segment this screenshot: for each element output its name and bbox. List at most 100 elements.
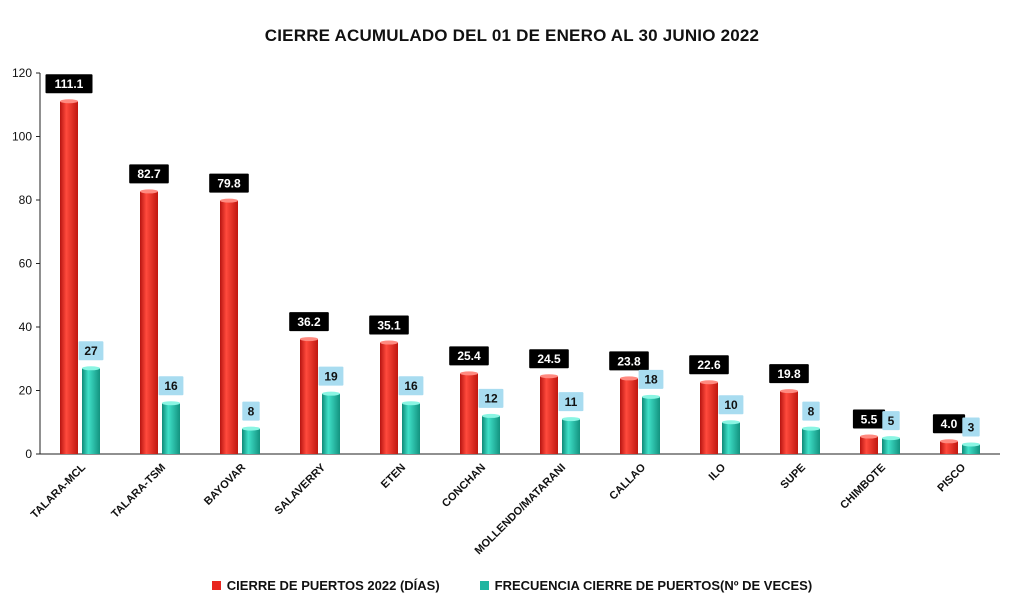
data-label-frecuencia: 19: [324, 369, 338, 383]
data-label-box-frecuencia: [882, 411, 900, 431]
data-label-box-frecuencia: [638, 369, 664, 389]
data-labels: 111.1 27 82.7 16 79.8 8 36.2 19 35.1 16 25.4 12 24.5…: [45, 74, 980, 437]
chart-title: CIERRE ACUMULADO DEL 01 DE ENERO AL 30 J…: [264, 26, 760, 45]
bar-cierre: [620, 378, 638, 454]
x-tick-label: CONCHAN: [440, 462, 488, 510]
bar-cierre: [380, 342, 398, 454]
bar-top-cap: [300, 337, 318, 342]
bar-top-cap: [700, 380, 718, 385]
data-label-box-cierre: [689, 355, 729, 375]
bar-frecuencia: [962, 444, 980, 454]
bar-cierre: [140, 191, 158, 455]
data-label-cierre: 5.5: [861, 412, 878, 426]
data-label-frecuencia: 11: [565, 395, 578, 409]
data-label-cierre: 79.8: [217, 176, 241, 190]
bar-frecuencia: [722, 422, 740, 454]
bar-frecuencia: [402, 403, 420, 454]
bar-top-cap: [162, 401, 180, 406]
bar-top-cap: [540, 374, 558, 379]
bar-top-cap: [140, 189, 158, 194]
data-label-cierre: 35.1: [377, 318, 401, 332]
bar-cierre: [540, 376, 558, 454]
data-label-box-cierre: [609, 351, 649, 371]
data-label-box-frecuencia: [802, 401, 820, 421]
data-label-box-cierre: [45, 74, 93, 94]
bar-top-cap: [562, 417, 580, 422]
data-label-box-frecuencia: [558, 392, 584, 412]
data-label-box-frecuencia: [158, 376, 184, 396]
data-label-box-frecuencia: [242, 401, 260, 421]
y-tick-label: 100: [12, 130, 32, 144]
data-label-box-cierre: [449, 346, 489, 366]
data-label-cierre: 23.8: [617, 354, 641, 368]
bar-frecuencia: [82, 368, 100, 454]
bar-cierre: [220, 200, 238, 454]
data-label-box-cierre: [209, 173, 249, 193]
bar-cierre: [300, 339, 318, 454]
bar-frecuencia: [322, 393, 340, 454]
data-label-cierre: 19.8: [777, 367, 801, 381]
bar-frecuencia: [882, 438, 900, 454]
data-label-frecuencia: 3: [968, 420, 975, 434]
bar-top-cap: [242, 426, 260, 431]
data-label-cierre: 111.1: [55, 77, 84, 91]
bar-frecuencia: [162, 403, 180, 454]
bar-top-cap: [780, 389, 798, 394]
data-label-box-frecuencia: [318, 366, 344, 386]
data-label-box-frecuencia: [78, 341, 104, 361]
legend-label-frecuencia: FRECUENCIA CIERRE DE PUERTOS(Nº DE VECES…: [494, 578, 813, 593]
bar-cierre: [460, 373, 478, 454]
data-label-frecuencia: 18: [644, 373, 658, 387]
y-tick-label: 0: [25, 447, 32, 461]
data-label-frecuencia: 10: [724, 398, 738, 412]
data-label-frecuencia: 27: [84, 344, 98, 358]
bar-cierre: [780, 391, 798, 454]
data-label-frecuencia: 8: [248, 404, 255, 418]
data-label-frecuencia: 5: [888, 414, 895, 428]
y-tick-label: 60: [19, 257, 33, 271]
data-label-cierre: 4.0: [941, 417, 958, 431]
data-label-box-frecuencia: [398, 376, 424, 396]
x-tick-label: CHIMBOTE: [838, 462, 888, 512]
data-label-cierre: 24.5: [537, 352, 561, 366]
bar-top-cap: [860, 434, 878, 439]
data-label-box-cierre: [529, 349, 569, 369]
x-tick-label: SALAVERRY: [273, 461, 329, 517]
bar-top-cap: [322, 391, 340, 396]
bar-top-cap: [722, 420, 740, 425]
legend-swatch-teal: [479, 581, 489, 590]
legend-item-cierre: CIERRE DE PUERTOS 2022 (DÍAS): [211, 578, 440, 593]
x-tick-label: ILO: [707, 461, 729, 483]
data-label-box-cierre: [289, 312, 329, 332]
bars: [60, 99, 980, 455]
bar-top-cap: [60, 99, 78, 104]
data-label-cierre: 22.6: [697, 358, 721, 372]
data-label-cierre: 25.4: [457, 349, 481, 363]
x-tick-label: ETEN: [379, 462, 408, 491]
bar-top-cap: [402, 401, 420, 406]
bar-top-cap: [482, 413, 500, 418]
bar-top-cap: [620, 376, 638, 381]
data-label-box-cierre: [852, 409, 886, 429]
x-tick-label: CALLAO: [607, 461, 648, 502]
axes: 0 20 40 60 80 100 120: [12, 66, 1000, 461]
x-tick-label: SUPE: [778, 462, 808, 492]
bar-top-cap: [802, 426, 820, 431]
x-tick-label: BAYOVAR: [202, 462, 248, 508]
bar-cierre: [860, 436, 878, 454]
bar-top-cap: [642, 394, 660, 399]
data-label-box-frecuencia: [718, 395, 744, 415]
bar-top-cap: [380, 340, 398, 345]
data-label-frecuencia: 8: [808, 404, 815, 418]
bar-top-cap: [882, 436, 900, 441]
x-tick-label: TALARA-MCL: [29, 461, 89, 521]
y-tick-label: 120: [12, 66, 32, 80]
bar-frecuencia: [242, 428, 260, 454]
legend-label-cierre: CIERRE DE PUERTOS 2022 (DÍAS): [226, 578, 440, 593]
legend-item-frecuencia: FRECUENCIA CIERRE DE PUERTOS(Nº DE VECES…: [479, 578, 813, 593]
data-label-box-cierre: [769, 364, 809, 384]
x-tick-label: MOLLENDO/MATARANI: [473, 462, 568, 557]
bar-top-cap: [220, 198, 238, 203]
bar-top-cap: [82, 366, 100, 371]
